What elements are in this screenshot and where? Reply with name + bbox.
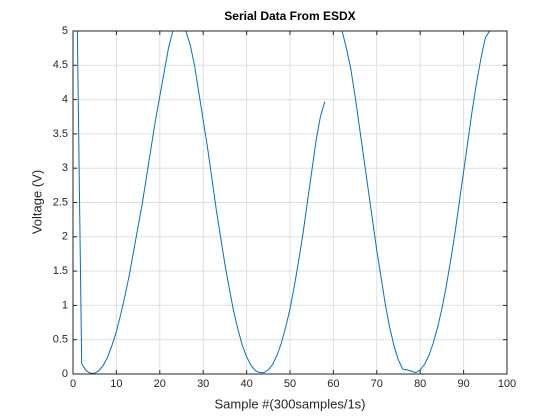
y-tick-label: 2.5: [53, 196, 68, 208]
x-tick-label: 50: [284, 378, 296, 390]
y-tick-label: 3: [62, 162, 68, 174]
x-tick-label: 60: [327, 378, 339, 390]
y-tick-label: 4: [62, 94, 68, 106]
ticks: 0 10 20 30 40 50 60 70 80 90 100 0 0.5 1 1.5 2 2.5 3 3.5 4 4…: [53, 25, 516, 390]
x-tick-label: 100: [498, 378, 516, 390]
y-tick-label: 4.5: [53, 59, 68, 71]
y-tick-label: 2: [62, 231, 68, 243]
x-tick-label: 30: [197, 378, 209, 390]
x-tick-label: 0: [70, 378, 76, 390]
y-tick-label: 5: [62, 25, 68, 37]
y-tick-label: 1.5: [53, 265, 68, 277]
x-axis-label: Sample #(300samples/1s): [214, 396, 365, 411]
y-tick-label: 0.5: [53, 334, 68, 346]
plot: [76, 30, 494, 374]
x-tick-label: 10: [110, 378, 122, 390]
y-axis-label: Voltage (V): [29, 170, 44, 234]
y-tick-label: 1: [62, 299, 68, 311]
y-tick-label: 0: [62, 368, 68, 380]
x-tick-label: 70: [371, 378, 383, 390]
chart-title: Serial Data From ESDX: [224, 9, 355, 23]
y-tick-label: 3.5: [53, 128, 68, 140]
data-line: [76, 30, 494, 374]
x-tick-label: 90: [457, 378, 469, 390]
x-tick-label: 20: [154, 378, 166, 390]
x-tick-label: 80: [414, 378, 426, 390]
x-tick-label: 40: [240, 378, 252, 390]
